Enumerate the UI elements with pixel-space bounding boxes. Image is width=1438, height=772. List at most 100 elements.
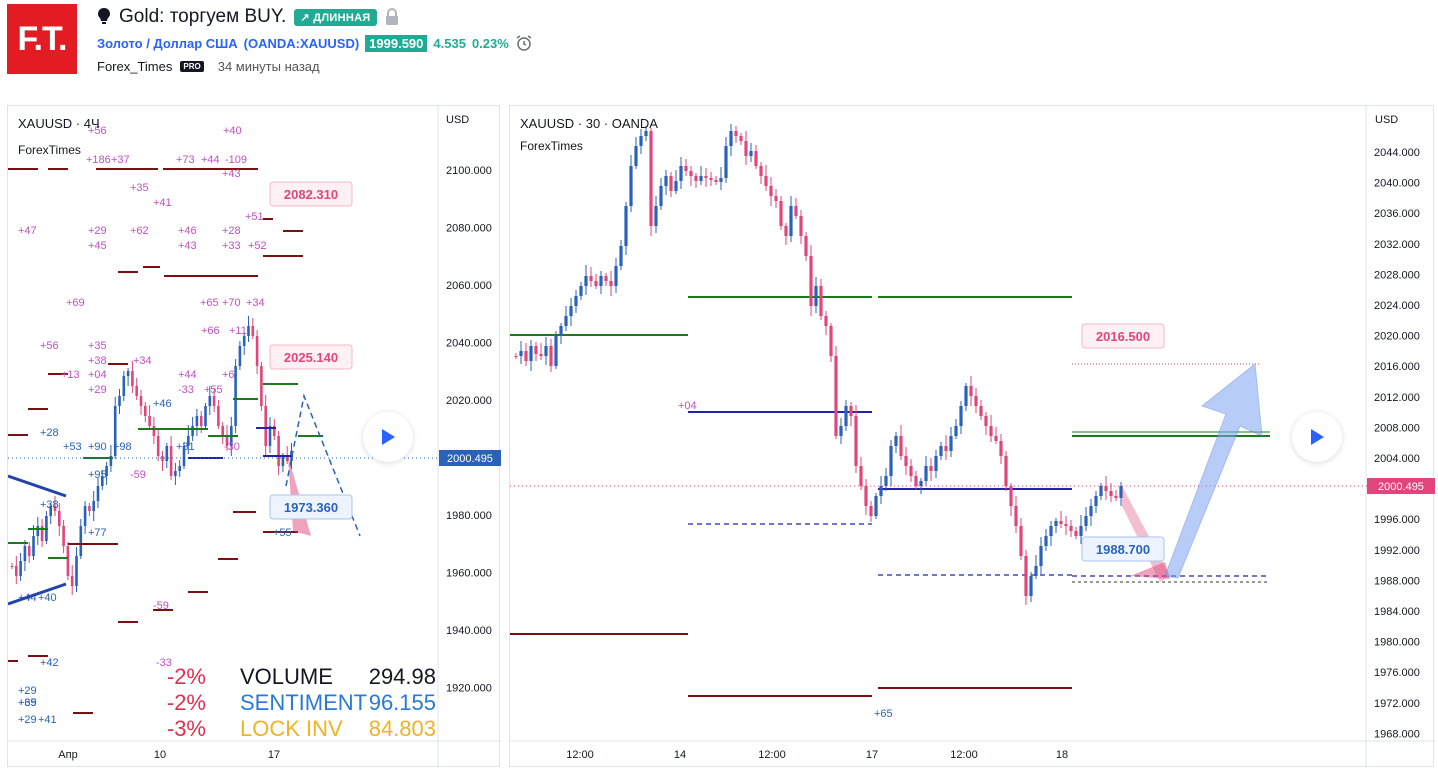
candle-body	[974, 396, 978, 406]
symbol-code-link[interactable]: (OANDA:XAUUSD)	[243, 35, 360, 51]
candle-body	[174, 471, 177, 476]
change-abs: 4.535	[433, 35, 466, 51]
play-button-30m[interactable]	[1292, 412, 1342, 462]
candle-body	[10, 566, 14, 567]
candle-body	[989, 426, 993, 436]
y-tick-4h: 1980.000	[446, 510, 492, 522]
candle-body	[599, 276, 603, 286]
signal-tag: +90	[88, 441, 107, 453]
y-tick-30m: 1972.000	[1374, 698, 1420, 710]
signal-tag: +29	[18, 685, 37, 697]
x-tick-4h: 17	[268, 749, 280, 761]
candle-body	[684, 166, 688, 171]
candle-body	[789, 206, 793, 236]
signal-tag: +73	[176, 154, 195, 166]
y-axis-4h[interactable]: 2100.000 2080.000 2060.000 2040.000 2020.000…	[446, 165, 492, 695]
signal-tag: +37	[111, 154, 130, 166]
author-name[interactable]: Forex_Times	[97, 59, 173, 74]
candle-body	[964, 386, 968, 406]
logo-text: F.T.	[17, 19, 68, 58]
candle-body	[1084, 516, 1088, 526]
y-tick-4h: 1940.000	[446, 625, 492, 637]
svg-text:2025.140: 2025.140	[284, 350, 338, 365]
y-tick-30m: 1984.000	[1374, 606, 1420, 618]
y-axis-30m[interactable]: 2044.000 2040.000 2036.000 2032.000 2028.000…	[1374, 147, 1420, 740]
candle-body	[854, 416, 858, 466]
signal-tag: +46	[153, 398, 172, 410]
candle-body	[929, 466, 933, 471]
chart-4h-panel[interactable]: +56 +40 +186 +37 +73 +44 -109 +43 +35 +41 +51 +47 +2…	[7, 105, 501, 768]
stat-value: 96.155	[369, 690, 436, 715]
candle-body	[1019, 526, 1023, 556]
alarm-clock-icon[interactable]	[515, 34, 533, 52]
trendline-bottom[interactable]	[8, 582, 67, 606]
label-target: 2016.500	[1081, 323, 1165, 349]
candle-body	[839, 426, 843, 436]
candle-body	[199, 416, 203, 426]
tag-30m-3: +65	[874, 708, 893, 720]
x-axis-4h[interactable]: Апр 10 17	[58, 749, 280, 761]
candle-body	[779, 201, 783, 226]
arrow-up-30m	[1164, 363, 1263, 579]
svg-text:1988.700: 1988.700	[1096, 542, 1150, 557]
candle-body	[924, 466, 928, 481]
candle-body	[268, 426, 272, 446]
levels-4h	[8, 168, 323, 714]
signal-tag: +65	[200, 297, 219, 309]
author-logo[interactable]: F.T.	[7, 4, 77, 74]
candle-body	[699, 176, 703, 181]
candle-body	[1094, 496, 1098, 506]
candle-body	[614, 266, 618, 286]
chart-30m[interactable]: 2016.500 1988.700 +04 +65 XAUUSD · 30 · …	[510, 106, 1435, 768]
chart-30m-panel[interactable]: 2016.500 1988.700 +04 +65 XAUUSD · 30 · …	[509, 105, 1435, 768]
svg-text:1973.360: 1973.360	[284, 500, 338, 515]
candle-body	[914, 476, 918, 486]
signal-tag: +29	[88, 384, 107, 396]
signal-tag: +56	[40, 340, 59, 352]
symbol-row: Золото / Доллар США (OANDA:XAUUSD) 1999.…	[97, 34, 533, 52]
candle-body	[1009, 486, 1013, 506]
candle-body	[649, 131, 653, 226]
x-tick-4h: Апр	[58, 749, 77, 761]
signal-tag: +51	[245, 211, 264, 223]
direction-badge: ↗ ДЛИННАЯ	[294, 8, 377, 26]
trendline-top[interactable]	[8, 474, 67, 498]
x-tick-30m: 18	[1056, 749, 1068, 761]
candles-30m	[514, 124, 1123, 605]
y-tick-4h: 2020.000	[446, 395, 492, 407]
candle-body	[564, 316, 568, 326]
candle-body	[264, 406, 267, 446]
label-entry: 1988.700	[1081, 536, 1165, 562]
candles-4h	[10, 316, 293, 595]
signal-tag: +95	[88, 469, 107, 481]
play-button-4h[interactable]	[363, 412, 413, 462]
candle-body	[126, 371, 130, 376]
chart-4h[interactable]: +56 +40 +186 +37 +73 +44 -109 +43 +35 +41 +51 +47 +2…	[8, 106, 501, 768]
title-row: Gold: торгуем BUY. ↗ ДЛИННАЯ	[97, 6, 399, 28]
price-marker-30m: 2000.495	[1367, 478, 1435, 494]
candle-body	[739, 136, 743, 141]
candle-body	[749, 151, 753, 156]
x-axis-30m[interactable]: 12:00 14 12:00 17 12:00 18	[566, 749, 1068, 761]
signal-tag: +13	[61, 369, 80, 381]
x-tick-30m: 12:00	[566, 749, 594, 761]
symbol-name-link[interactable]: Золото / Доллар США	[97, 35, 238, 51]
signal-tag: +55	[204, 384, 223, 396]
candle-body	[549, 346, 553, 366]
candle-body	[944, 446, 948, 451]
candle-body	[999, 441, 1003, 456]
candle-body	[844, 406, 848, 426]
y-tick-30m: 2008.000	[1374, 422, 1420, 434]
candle-body	[814, 286, 818, 306]
candle-body	[799, 216, 803, 236]
signal-tag: -30	[224, 441, 240, 453]
candle-body	[182, 446, 186, 466]
candle-body	[1114, 496, 1118, 498]
candle-body	[744, 141, 748, 156]
svg-text:2000.495: 2000.495	[1378, 481, 1424, 493]
candle-body	[212, 396, 216, 406]
tags-4h: +56 +40 +186 +37 +73 +44 -109 +43 +35 +41 +51 +47 +2…	[18, 125, 292, 726]
candle-body	[824, 316, 828, 326]
y-tick-30m: 1996.000	[1374, 514, 1420, 526]
signal-tag: +43	[222, 168, 241, 180]
